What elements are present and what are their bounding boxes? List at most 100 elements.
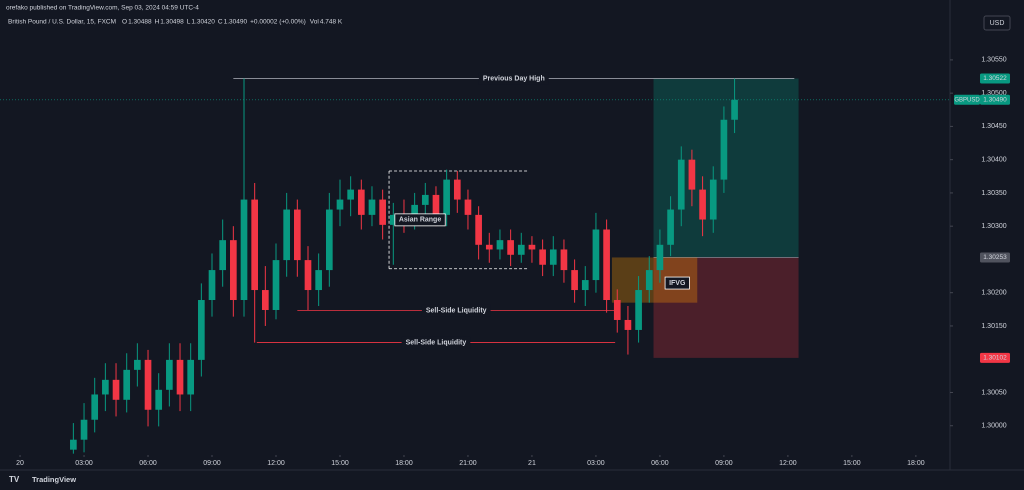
x-tick-label: 12:00 [779,460,797,467]
footer-logo: TV [9,475,20,484]
candle-body [112,379,120,400]
candle-body [70,439,77,450]
candle-body [315,270,322,291]
x-tick-label: 21 [528,460,536,467]
stop-zone [653,257,799,358]
candle-body [283,209,290,261]
candle-body [134,359,141,370]
sell-side-liquidity-label-bg [401,336,471,349]
candle-body [656,244,664,271]
y-tick-label: 1.30500 [981,90,1006,97]
x-tick-label: 06:00 [139,460,157,467]
candle-body [443,179,450,215]
candle-body [613,300,621,320]
candle-body [208,270,216,301]
candle-body [432,194,440,215]
asian-range-label: Asian Range [399,217,442,224]
candle-body [645,270,653,291]
symbol-tag [954,94,980,105]
sell-side-liquidity-label: Sell-Side Liquidity [406,339,467,346]
candle-body [560,249,568,271]
candle-body [603,229,610,301]
candle-body [304,260,312,291]
x-tick-label: 18:00 [907,460,925,467]
asian-range-label-bg [394,213,446,227]
y-tick-label: 1.30350 [981,190,1006,197]
x-tick-label: 03:00 [75,460,93,467]
candle-body [464,199,472,215]
last-price-tag-label: 1.30490 [983,97,1007,104]
stop-tag-label: 1.30102 [983,355,1007,362]
candle-body [251,199,259,291]
previous-day-high-label-bg [478,72,549,85]
x-tick-label: 09:00 [203,460,221,467]
sell-side-liquidity-label: Sell-Side Liquidity [426,308,487,315]
candle-body [347,189,354,200]
x-tick-label: 15:00 [331,460,349,467]
x-tick-label: 12:00 [267,460,285,467]
x-tick-label: 20 [16,460,24,467]
candle-body [336,199,344,210]
candle-body [166,359,173,390]
candle-body [453,179,461,200]
symbol-tag-label: GBPUSD [954,97,980,103]
candle-body [421,194,429,205]
candle-body [176,359,184,395]
x-tick-label: 21:00 [459,460,477,467]
publisher: orefako published on TradingView.com, Se… [6,5,199,12]
candle-body [507,240,514,255]
x-tick-label: 15:00 [843,460,861,467]
candle-body [699,189,706,220]
candle-body [102,379,109,395]
candle-body [677,159,685,210]
ohlc-key: L [187,19,191,26]
candle-body [720,119,728,180]
y-tick-label: 1.30400 [981,157,1006,164]
candle-body [272,260,280,310]
candle-body [187,359,195,395]
ohlc-key: O [122,19,127,26]
candle-body [325,209,333,271]
y-tick-label: 1.30050 [981,389,1006,396]
ohlc-value: 1.30490 [224,19,248,26]
ifvg-label: IFVG [669,280,686,287]
candle-body [219,240,227,271]
currency-box [983,15,1011,31]
ohlc-legend: O 1.30488 H 1.30498 L 1.30420 C 1.30490 +0.00002… [122,19,343,26]
candle-body [496,240,504,250]
candle-body [262,290,269,310]
candle-body [198,300,205,360]
candle-body [155,389,163,410]
candle-body [144,359,152,410]
candle-body [389,214,397,225]
last-price-tag [980,94,1010,105]
candle-body [123,369,131,400]
ohlc-key: C [218,19,223,26]
ohlc-value: 1.30498 [160,19,184,26]
volume-key: Vol [310,19,320,26]
x-tick-label: 03:00 [587,460,605,467]
candle-body [667,209,674,245]
y-tick-label: 1.30300 [981,223,1006,230]
candle-body [80,419,88,440]
candle-body [230,240,237,301]
sell-side-liquidity-label-bg [421,304,491,317]
candle-body [475,214,482,245]
change: +0.00002 (+0.00%) [250,19,306,26]
currency: USD [990,20,1005,27]
candle-body [549,249,557,265]
candle-body [539,249,546,265]
candle-body [688,159,696,190]
y-tick-label: 1.30450 [981,123,1006,130]
candle-body [517,244,525,255]
candle-body [731,99,738,120]
footer-brand: TradingView [32,475,76,484]
candle-body [379,199,386,225]
ohlc-key: H [155,19,160,26]
volume: 4.748 K [320,19,343,26]
candle-body [485,244,493,250]
target-tag [980,73,1010,84]
candle-body [293,209,301,261]
